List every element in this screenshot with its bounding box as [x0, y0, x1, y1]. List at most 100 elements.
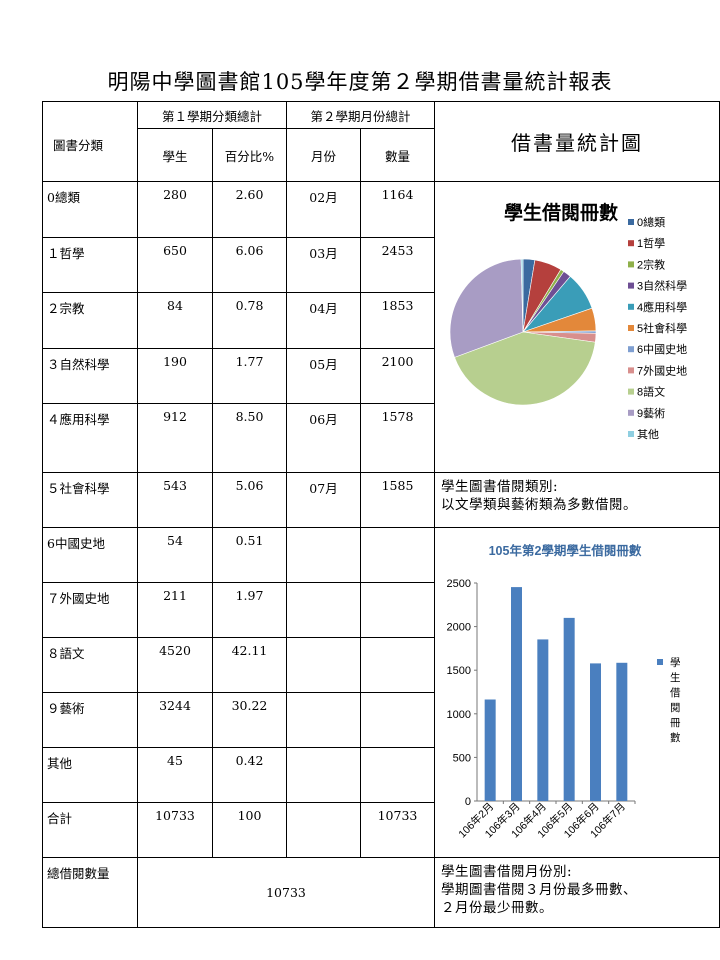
y-tick-label: 0	[465, 796, 471, 808]
legend-swatch	[628, 240, 634, 247]
percent-cell: 6.06	[212, 236, 287, 294]
students-cell: 912	[137, 403, 213, 473]
legend-label: 6中國史地	[637, 343, 687, 356]
legend-swatch	[628, 367, 634, 374]
legend-label: 0總類	[637, 215, 665, 229]
category-cell: ９藝術	[42, 692, 138, 748]
count-cell: 2453	[360, 236, 435, 294]
total-percent: 100	[212, 802, 287, 858]
category-cell: ４應用科學	[42, 403, 138, 473]
students-cell: 54	[137, 527, 213, 583]
pie-title: 學生借閱冊數	[504, 201, 618, 224]
total-label: 合計	[42, 802, 138, 858]
legend-label: 3自然科學	[637, 279, 687, 293]
chart-heading: 借書量統計圖	[434, 101, 720, 182]
category-cell: 6中國史地	[42, 527, 138, 583]
header-students: 學生	[137, 128, 213, 182]
students-cell: 211	[137, 582, 213, 638]
bar	[616, 662, 628, 801]
legend-swatch	[628, 409, 634, 416]
category-cell: ２宗教	[42, 292, 138, 349]
bar-legend-label: 學生借閱冊數	[670, 656, 681, 744]
legend-swatch	[628, 282, 634, 289]
table-row: 6中國史地 54 0.51 105年第2學期學生借閱冊數 0 500 1000 1500 200…	[42, 527, 720, 858]
month-cell	[286, 527, 361, 583]
count-cell: 1578	[360, 403, 435, 473]
table-row: ５社會科學 543 5.06 07月 1585 學生圖書借閱類別: 以文學類與藝術類為多數…	[42, 472, 720, 528]
grand-total-value: 10733	[137, 857, 435, 928]
table-row: １哲學 650 6.06 03月 2453	[42, 236, 720, 294]
students-cell: 190	[137, 347, 213, 405]
students-cell: 4520	[137, 637, 213, 693]
category-note: 學生圖書借閱類別: 以文學類與藝術類為多數借閱。	[434, 472, 720, 528]
legend-label: 9藝術	[637, 407, 665, 420]
stats-table: 圖書分類 第１學期分類總計 第２學期月份總計 借書量統計圖 學生 百分比% 月份…	[42, 101, 720, 928]
bar-legend-swatch	[657, 659, 663, 665]
category-cell: ３自然科學	[42, 347, 138, 405]
month-cell	[286, 637, 361, 693]
legend-swatch	[628, 346, 634, 353]
bar	[537, 639, 549, 801]
students-cell: 45	[137, 747, 213, 803]
header-month: 月份	[286, 128, 361, 182]
percent-cell: 42.11	[212, 637, 287, 693]
legend-label: 8語文	[637, 385, 665, 399]
month-cell: 07月	[286, 472, 361, 528]
grand-total-label: 總借閱數量	[42, 857, 138, 928]
bar	[590, 663, 601, 801]
page-title: 明陽中學圖書館105學年度第２學期借書量統計報表	[107, 70, 613, 94]
count-cell	[360, 692, 435, 748]
y-tick-label: 1500	[447, 665, 471, 677]
count-cell: 2100	[360, 347, 435, 405]
header-semester2: 第２學期月份總計	[286, 101, 435, 129]
count-cell	[360, 747, 435, 803]
table-row: ４應用科學 912 8.50 06月 1578	[42, 403, 720, 473]
pie-chart: 學生借閱冊數 0總類 1哲學 2宗教 3自然科學 4應用科學 5社會科學 6中國史地 7外國史地…	[449, 201, 687, 441]
month-cell: 03月	[286, 236, 361, 294]
pie-slice	[520, 258, 524, 333]
legend-swatch	[628, 325, 634, 331]
percent-cell: 2.60	[212, 181, 287, 238]
bar-chart-cell: 105年第2學期學生借閱冊數 0 500 1000 1500 2000 2500 106年2月…	[434, 527, 720, 858]
month-cell: 06月	[286, 403, 361, 473]
header-semester1: 第１學期分類總計	[137, 101, 287, 129]
students-cell: 280	[137, 181, 213, 238]
count-cell: 1853	[360, 292, 435, 349]
percent-cell: 1.77	[212, 347, 287, 405]
month-cell: 05月	[286, 347, 361, 405]
total-students: 10733	[137, 802, 213, 858]
legend-swatch	[628, 261, 634, 268]
percent-cell: 30.22	[212, 692, 287, 748]
month-cell	[286, 747, 361, 803]
percent-cell: 5.06	[212, 472, 287, 528]
month-cell	[286, 582, 361, 638]
legend-swatch	[628, 388, 634, 395]
legend-swatch	[628, 431, 634, 437]
legend-label: 1哲學	[637, 237, 665, 250]
total-row: 合計 10733 100 10733	[42, 802, 720, 858]
total-count: 10733	[360, 802, 435, 858]
count-cell: 1164	[360, 181, 435, 238]
legend-label: 5社會科學	[637, 321, 687, 335]
y-tick-label: 500	[453, 752, 471, 764]
bar	[511, 587, 522, 801]
header-percent: 百分比%	[212, 128, 287, 182]
header-category: 圖書分類	[42, 101, 138, 182]
percent-cell: 0.51	[212, 527, 287, 583]
month-cell	[286, 692, 361, 748]
count-cell: 1585	[360, 472, 435, 528]
category-cell: １哲學	[42, 236, 138, 294]
bar-title: 105年第2學期學生借閱冊數	[489, 543, 642, 558]
count-cell	[360, 527, 435, 583]
percent-cell: 8.50	[212, 403, 287, 473]
y-tick-label: 2000	[447, 622, 471, 634]
bar	[484, 699, 496, 801]
percent-cell: 0.78	[212, 292, 287, 349]
legend-label: 4應用科學	[637, 300, 687, 314]
table-row: 0總類 280 2.60 02月 1164 學生借閱冊數 0總類 1哲學 2宗教 3自然科學 4應用…	[42, 181, 720, 473]
bar-chart: 105年第2學期學生借閱冊數05001000150020002500106年2月…	[447, 543, 681, 840]
percent-cell: 1.97	[212, 582, 287, 638]
month-cell: 04月	[286, 292, 361, 349]
count-cell	[360, 582, 435, 638]
percent-cell: 0.42	[212, 747, 287, 803]
